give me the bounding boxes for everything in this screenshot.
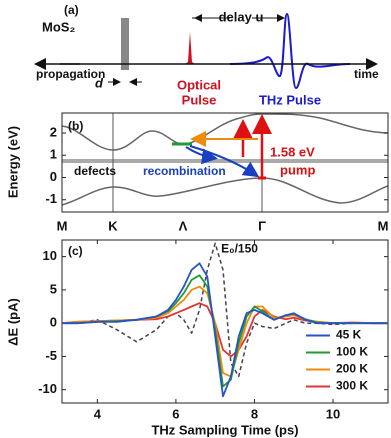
k-point-label: M	[378, 218, 389, 233]
x-tick-label: 8	[251, 406, 258, 421]
k-point-label: Λ	[179, 218, 188, 233]
recombination-arrow	[189, 145, 260, 178]
defect-arrow	[185, 146, 218, 165]
y-tick-label: 5	[50, 281, 57, 296]
panel-label: (a)	[64, 3, 79, 17]
annotation: defects	[74, 164, 116, 178]
x-tick-label: 10	[326, 406, 340, 421]
annotation: E₀/150	[221, 241, 258, 255]
y-axis-label: ΔE (pA)	[5, 298, 20, 346]
panel-label: (c)	[68, 244, 83, 258]
reference-line	[62, 242, 388, 378]
x-axis-label: THz Sampling Time (ps)	[151, 422, 298, 437]
panel-label: (b)	[68, 119, 83, 133]
k-point-label: Γ	[258, 218, 266, 233]
y-tick-label: 1	[50, 147, 57, 162]
y-tick-label: -10	[38, 381, 57, 396]
y-tick-label: -5	[45, 348, 57, 363]
y-tick-label: 0	[50, 169, 57, 184]
y-tick-label: -1	[45, 191, 57, 206]
sample-slab	[121, 18, 129, 70]
panel-c: (c) THz Sampling Time (ps) ΔE (pA) 4 6 8 10…	[5, 239, 389, 437]
x-tick-label: 4	[94, 406, 102, 421]
optical-pulse	[185, 32, 195, 64]
x-tick-label: 6	[172, 406, 179, 421]
sample-label: MoS₂	[42, 19, 75, 34]
panel-b: (b) defects recombination 1.58 eV pump E…	[5, 112, 389, 233]
optical-pulse-label: Optical	[177, 77, 221, 92]
panel-a: (a) MoS₂ delay u propagation time d Opti…	[34, 3, 379, 107]
propagation-label: propagation	[36, 67, 105, 81]
y-tick-label: 0	[50, 315, 57, 330]
y-axis-label: Energy (eV)	[5, 126, 20, 198]
annotation: 1.58 eV	[270, 144, 315, 159]
annotation: recombination	[143, 164, 226, 178]
thickness-label: d	[95, 75, 104, 90]
thz-pulse	[229, 12, 351, 90]
conduction-band	[61, 113, 389, 151]
y-tick-label: 2	[50, 124, 57, 139]
plot-frame	[61, 239, 389, 404]
legend-label: 100 K	[336, 345, 368, 359]
delay-label: delay u	[219, 9, 264, 24]
time-label: time	[354, 67, 379, 81]
annotation: pump	[280, 162, 315, 177]
valence-band	[61, 177, 389, 206]
legend-label: 45 K	[336, 328, 362, 342]
thz-pulse-label: THz Pulse	[259, 92, 321, 107]
legend-label: 200 K	[336, 362, 368, 376]
y-tick-label: 10	[43, 248, 57, 263]
plot-frame	[61, 112, 389, 213]
legend-label: 300 K	[336, 379, 368, 393]
k-point-label: M	[57, 218, 68, 233]
series-line	[62, 262, 388, 398]
optical-pulse-label: Pulse	[182, 92, 217, 107]
k-point-label: K	[108, 218, 118, 233]
